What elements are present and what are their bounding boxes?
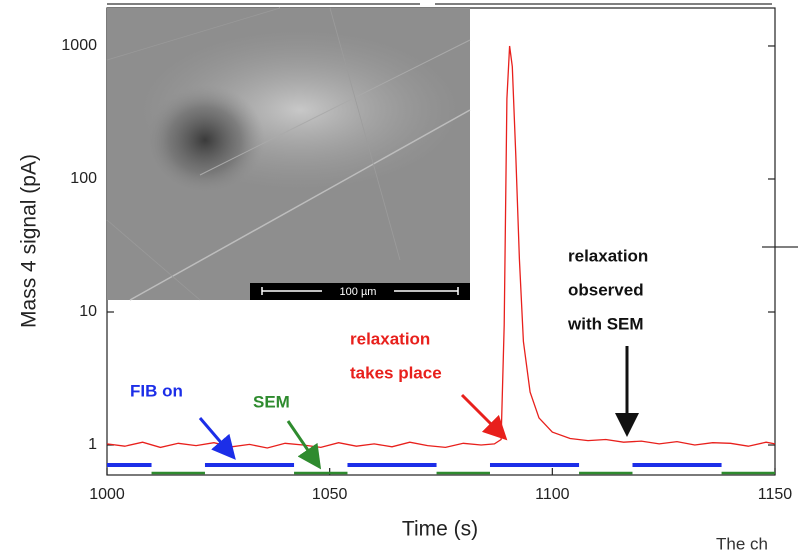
- x-axis-label: Time (s): [402, 518, 478, 541]
- arrow: [460, 393, 508, 441]
- scale-bar-label: 100 µm: [340, 286, 377, 298]
- annotation: with SEM: [567, 314, 644, 333]
- y-axis-label: Mass 4 signal (pA): [18, 154, 41, 328]
- annotation: SEM: [253, 392, 290, 411]
- arrow: [286, 420, 322, 470]
- x-tick-label: 1050: [312, 486, 348, 503]
- annotation: FIB on: [130, 381, 183, 400]
- x-tick-label: 1150: [758, 486, 793, 503]
- annotation: relaxation: [350, 329, 430, 348]
- y-tick-label: 10: [79, 303, 97, 320]
- x-tick-label: 1000: [89, 486, 125, 503]
- inset-image: 100 µm: [106, 7, 471, 301]
- y-tick-label: 1: [88, 436, 97, 453]
- annotation: takes place: [350, 363, 442, 382]
- arrow: [198, 417, 236, 460]
- caption-fragment: The ch: [716, 534, 768, 551]
- y-tick-label: 1000: [61, 37, 97, 54]
- x-tick-label: 1100: [535, 486, 570, 503]
- y-tick-label: 100: [70, 170, 97, 187]
- annotation: relaxation: [568, 246, 648, 265]
- annotation: observed: [568, 280, 644, 299]
